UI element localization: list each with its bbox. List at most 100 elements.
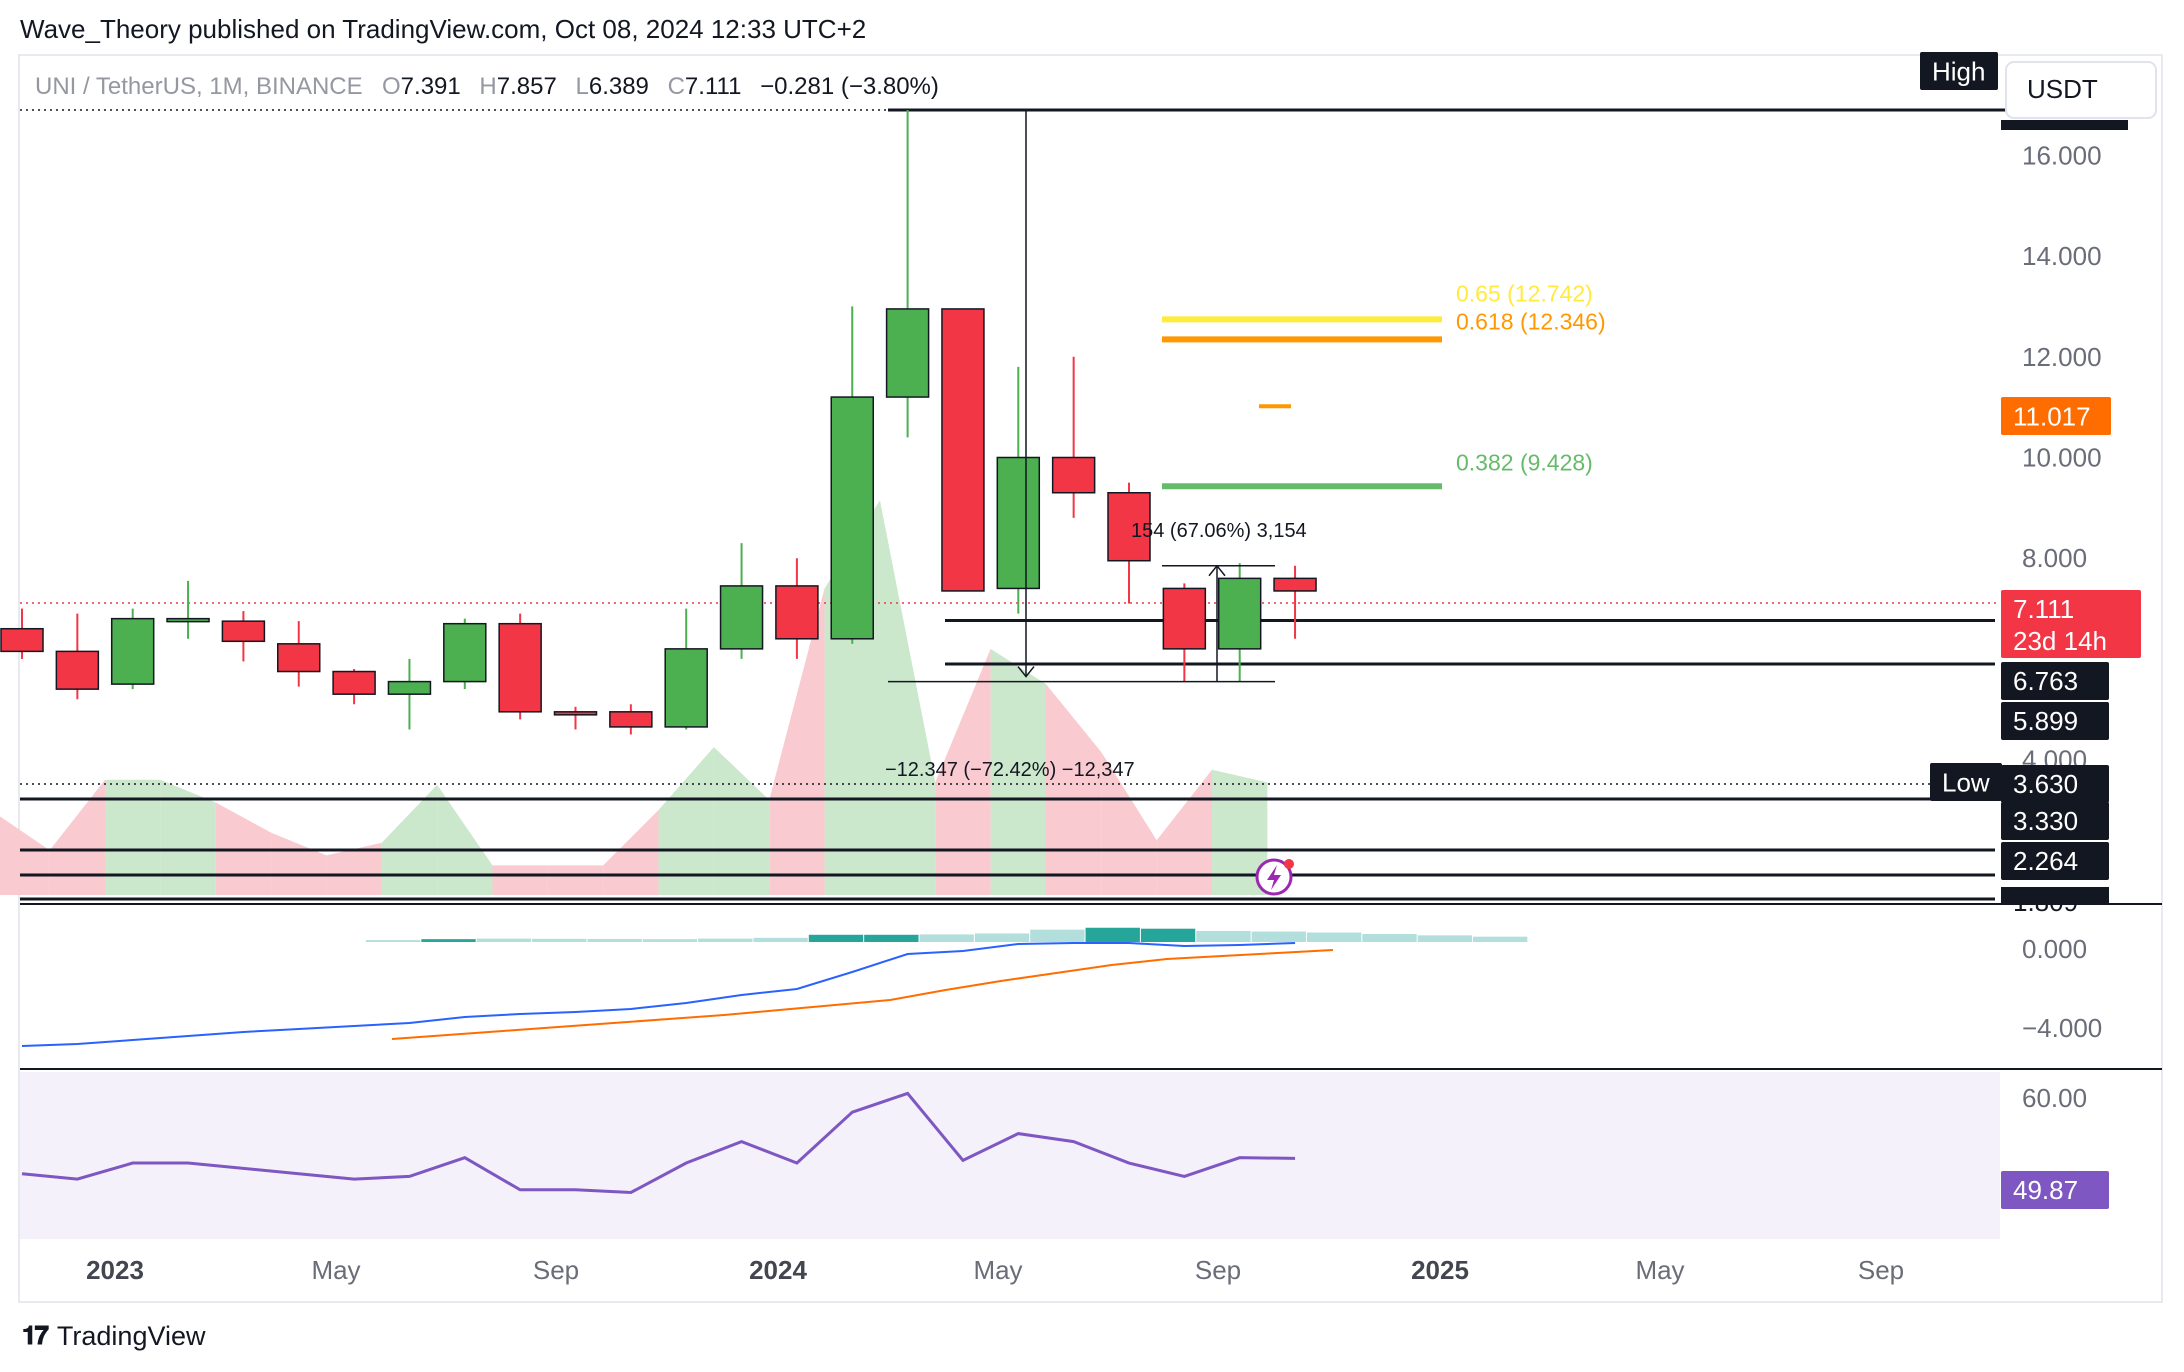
- candle-body: [775, 585, 819, 640]
- candle-body: [332, 670, 376, 695]
- trend-area-segment: [1045, 684, 1102, 895]
- symbol-name[interactable]: UNI / TetherUS, 1M, BINANCE: [35, 73, 363, 100]
- candle-body: [830, 396, 874, 640]
- macd-axis-tick: −4.000: [2022, 1013, 2102, 1043]
- candle-body: [55, 650, 100, 690]
- level-badge-bg: [2001, 842, 2109, 880]
- level-badge: 6.763: [2013, 666, 2078, 696]
- level-badge-bg: [2001, 702, 2109, 740]
- tradingview-logo-icon: 𝟏𝟕: [22, 1320, 49, 1350]
- level-badge: 3.330: [2013, 806, 2078, 836]
- candle-body: [166, 617, 210, 623]
- close-label: C: [668, 73, 685, 100]
- rsi-badge-bg: [2001, 1171, 2109, 1209]
- candlestick-layer: [0, 110, 1317, 735]
- time-axis-tick: Sep: [533, 1255, 579, 1285]
- macd-histogram-bar: [1306, 932, 1362, 942]
- currency-button[interactable]: [2005, 61, 2157, 119]
- macd-histogram-bar: [1251, 931, 1306, 942]
- high-label: H: [479, 73, 496, 100]
- trend-area-segment: [1101, 752, 1157, 895]
- time-axis-tick: 2023: [86, 1255, 144, 1285]
- high-badge-bg: [1920, 52, 1998, 90]
- fib-label-0.382: 0.382 (9.428): [1456, 449, 1593, 475]
- lightning-icon[interactable]: [1255, 858, 1294, 896]
- high-badge: High: [1932, 56, 1985, 86]
- candle-body: [719, 585, 764, 650]
- macd-layer: [21, 927, 1528, 1047]
- fibonacci-layer: 0.65 (12.742)0.618 (12.346) 0.382 (9.428): [1162, 280, 1606, 490]
- trend-area-segment: [713, 747, 770, 895]
- trend-area-segment: [437, 784, 493, 895]
- trend-area-segment: [271, 832, 327, 895]
- current-price-badge: 7.111: [2013, 594, 2074, 624]
- level-badge: 2.264: [2013, 846, 2078, 876]
- trend-area-segment: [547, 865, 604, 895]
- price-axis-tick: 16.000: [2022, 140, 2102, 170]
- candle-body: [885, 308, 930, 398]
- time-axis-tick: May: [973, 1255, 1022, 1285]
- candle-body: [1051, 456, 1096, 494]
- candle-body: [387, 680, 432, 695]
- current-price-badge-bg: [2001, 590, 2141, 658]
- level-badge-bg: [2001, 765, 2109, 803]
- macd-histogram-bar: [1362, 934, 1417, 942]
- rsi-layer: [21, 1091, 1296, 1195]
- trend-area-segment: [381, 784, 438, 895]
- macd-line: [21, 942, 1296, 1047]
- low-value: 6.389: [589, 73, 649, 100]
- macd-histogram-bar: [1085, 927, 1140, 942]
- candle-body: [1107, 491, 1151, 562]
- time-axis-tick: 2025: [1411, 1255, 1469, 1285]
- macd-histogram-bar: [698, 938, 753, 942]
- macd-histogram-bar: [1417, 935, 1472, 942]
- candle-body: [941, 308, 985, 592]
- ohlc-legend: O7.391 H7.857 L6.389 C7.111 −0.281 (−3.8…: [382, 73, 939, 100]
- candle-body: [277, 643, 321, 673]
- level-badge-bg: [2001, 887, 2109, 905]
- measure-up-label: 154 (67.06%) 3,154: [1131, 520, 1307, 542]
- macd-axis-tick: 0.000: [2022, 934, 2087, 964]
- macd-histogram-bar: [1030, 929, 1085, 942]
- candle-body: [609, 711, 653, 728]
- time-axis-tick: 2024: [749, 1255, 807, 1285]
- candle-body: [498, 622, 542, 713]
- price-axis-tick: 8.000: [2022, 543, 2087, 573]
- macd-histogram-bar: [532, 938, 587, 942]
- tradingview-brand[interactable]: 𝟏𝟕 TradingView: [22, 1320, 206, 1352]
- time-axis-tick: May: [311, 1255, 360, 1285]
- candle-body: [553, 711, 598, 716]
- level-badge: 5.899: [2013, 706, 2078, 736]
- macd-histogram-bar: [864, 934, 919, 942]
- macd-histogram-bar: [421, 939, 476, 942]
- change-value: −0.281 (−3.80%): [760, 73, 939, 100]
- trend-area-segment: [990, 648, 1046, 895]
- trend-area-layer: [0, 500, 1268, 895]
- level-badge-bg: [2001, 802, 2109, 840]
- low-badge: Low: [1942, 767, 1990, 797]
- macd-histogram-bar: [476, 938, 532, 942]
- rsi-axis-tick: 60.00: [2022, 1083, 2087, 1113]
- low-badge-bg: [1930, 763, 2002, 801]
- trend-area-segment: [326, 842, 382, 895]
- brand-text: TradingView: [56, 1320, 206, 1351]
- fib-label-0.618: 0.618 (12.346): [1456, 308, 1606, 334]
- measure-down-arrow: [1017, 666, 1035, 678]
- candle-body: [1162, 587, 1207, 650]
- trend-area-segment: [1156, 769, 1213, 895]
- macd-histogram-bar: [1473, 936, 1528, 942]
- orange-price-badge: 11.017: [2013, 401, 2091, 431]
- macd-histogram-bar: [753, 937, 808, 942]
- currency-label: USDT: [2027, 74, 2098, 104]
- candle-body: [1217, 577, 1262, 650]
- trend-area-segment: [105, 779, 161, 895]
- trend-area-segment: [879, 500, 936, 895]
- candle-body: [664, 648, 708, 728]
- trend-area-segment: [935, 648, 991, 895]
- high-value: 7.857: [497, 73, 557, 100]
- time-axis-tick: Sep: [1858, 1255, 1904, 1285]
- macd-histogram-bar: [1140, 928, 1196, 942]
- macd-histogram-bar: [974, 933, 1030, 942]
- low-label: L: [575, 73, 588, 100]
